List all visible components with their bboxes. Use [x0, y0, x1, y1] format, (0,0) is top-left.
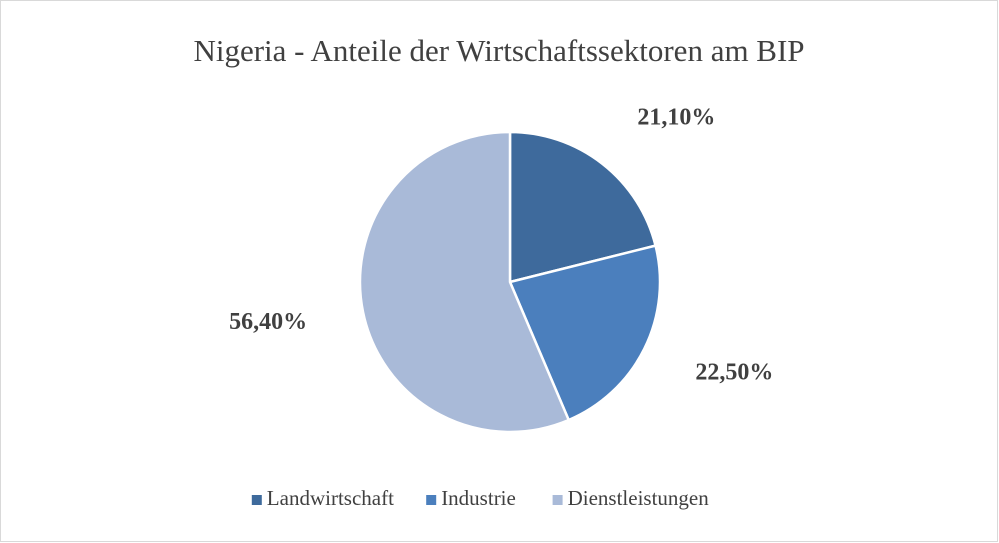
data-label: 56,40%	[229, 309, 307, 335]
legend-label: Industrie	[441, 486, 516, 510]
pie-slice	[508, 244, 662, 422]
legend-swatch	[552, 495, 563, 505]
data-label: 22,50%	[695, 360, 773, 386]
chart-title: Nigeria - Anteile der Wirtschaftssektore…	[193, 33, 804, 68]
legend-label: Dienstleistungen	[568, 486, 710, 510]
legend-swatch	[426, 495, 437, 505]
data-label: 21,10%	[637, 104, 715, 130]
legend-swatch	[251, 495, 262, 505]
pie-slice	[508, 130, 658, 284]
legend-label: Landwirtschaft	[267, 486, 394, 510]
pie-slice	[358, 130, 571, 434]
